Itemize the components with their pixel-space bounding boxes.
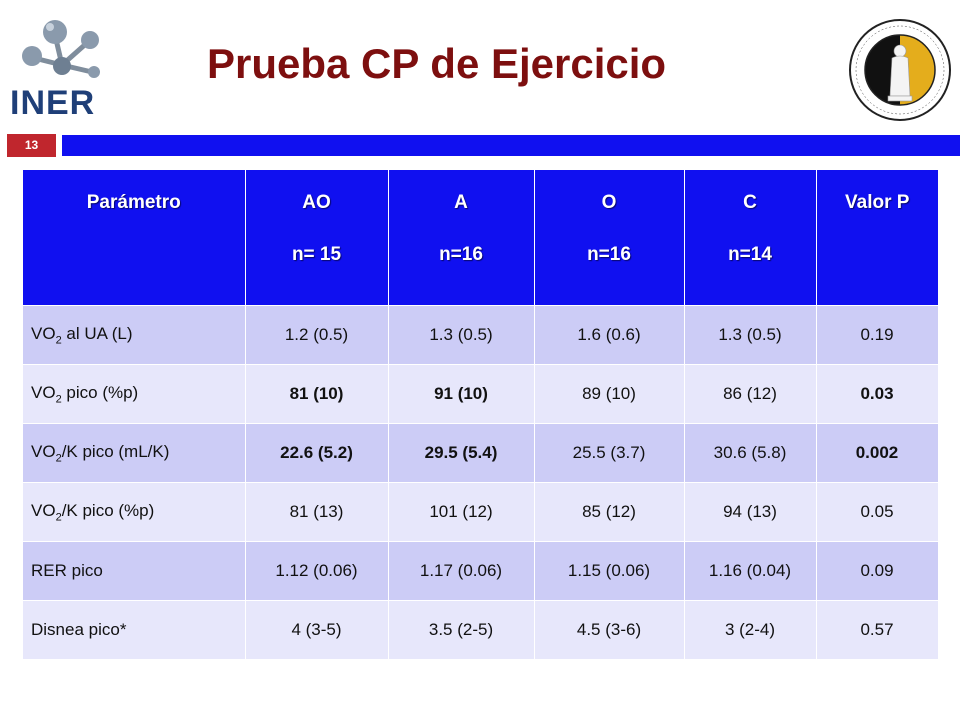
column-header: Parámetro	[23, 170, 246, 306]
table-cell: 22.6 (5.2)	[245, 423, 389, 483]
page-title: Prueba CP de Ejercicio	[207, 40, 667, 87]
table-cell: 81 (13)	[245, 482, 389, 542]
table-cell: 3 (2-4)	[684, 600, 817, 659]
table-row: VO2 pico (%p) 81 (10) 91 (10) 89 (10) 86 (12…	[23, 364, 939, 424]
table-cell: 25.5 (3.7)	[534, 423, 685, 483]
iner-logo-text: INER	[10, 84, 96, 122]
table-cell: 0.57	[816, 600, 939, 659]
table-cell: 1.16 (0.04)	[684, 541, 817, 601]
table-cell: 30.6 (5.8)	[684, 423, 817, 483]
table-cell: 0.05	[816, 482, 939, 542]
table-cell: 4.5 (3-6)	[534, 600, 685, 659]
table-cell: 85 (12)	[534, 482, 685, 542]
table-cell: 1.6 (0.6)	[534, 305, 685, 365]
academia-seal-logo	[848, 18, 952, 122]
table-cell: 1.3 (0.5)	[388, 305, 535, 365]
column-header: Valor P	[816, 170, 938, 306]
table-cell: 0.09	[816, 541, 939, 601]
table-cell: 81 (10)	[245, 364, 389, 424]
table-cell: 94 (13)	[684, 482, 817, 542]
table-cell: 1.3 (0.5)	[684, 305, 817, 365]
table-cell: 86 (12)	[684, 364, 817, 424]
table-cell: 91 (10)	[388, 364, 535, 424]
table-cell: 1.2 (0.5)	[245, 305, 389, 365]
iner-logo	[10, 10, 110, 122]
table-cell: 3.5 (2-5)	[388, 600, 535, 659]
table-cell: 0.19	[816, 305, 939, 365]
table-row: RER pico 1.12 (0.06) 1.17 (0.06) 1.15 (0.06…	[23, 541, 939, 601]
table-cell: 1.12 (0.06)	[245, 541, 389, 601]
table-cell: 4 (3-5)	[245, 600, 389, 659]
parameter-cell: RER pico	[23, 541, 246, 601]
header-divider-bar	[62, 135, 960, 156]
table-row: VO2/K pico (%p) 81 (13) 101 (12) 85 (12) 94 …	[23, 482, 939, 542]
table-row: VO2/K pico (mL/K) 22.6 (5.2) 29.5 (5.4) 25.…	[23, 423, 939, 483]
parameter-cell: VO2 al UA (L)	[23, 305, 246, 365]
table-cell: 1.17 (0.06)	[388, 541, 535, 601]
table-cell: 1.15 (0.06)	[534, 541, 685, 601]
table-row: VO2 al UA (L) 1.2 (0.5) 1.3 (0.5) 1.6 (0.6)…	[23, 305, 939, 365]
parameter-cell: VO2 pico (%p)	[23, 364, 246, 424]
table-cell: 101 (12)	[388, 482, 535, 542]
slide-number-badge: 13	[7, 134, 56, 157]
parameter-cell: Disnea pico*	[23, 600, 246, 659]
table-row: Disnea pico* 4 (3-5) 3.5 (2-5) 4.5 (3-6) 3 (…	[23, 600, 939, 659]
parameter-cell: VO2/K pico (%p)	[23, 482, 246, 542]
table-cell: 89 (10)	[534, 364, 685, 424]
parameter-cell: VO2/K pico (mL/K)	[23, 423, 246, 483]
table-cell: 0.002	[816, 423, 939, 483]
table-cell: 0.03	[816, 364, 939, 424]
table-cell: 29.5 (5.4)	[388, 423, 535, 483]
column-header: AO n= 15	[245, 170, 389, 306]
